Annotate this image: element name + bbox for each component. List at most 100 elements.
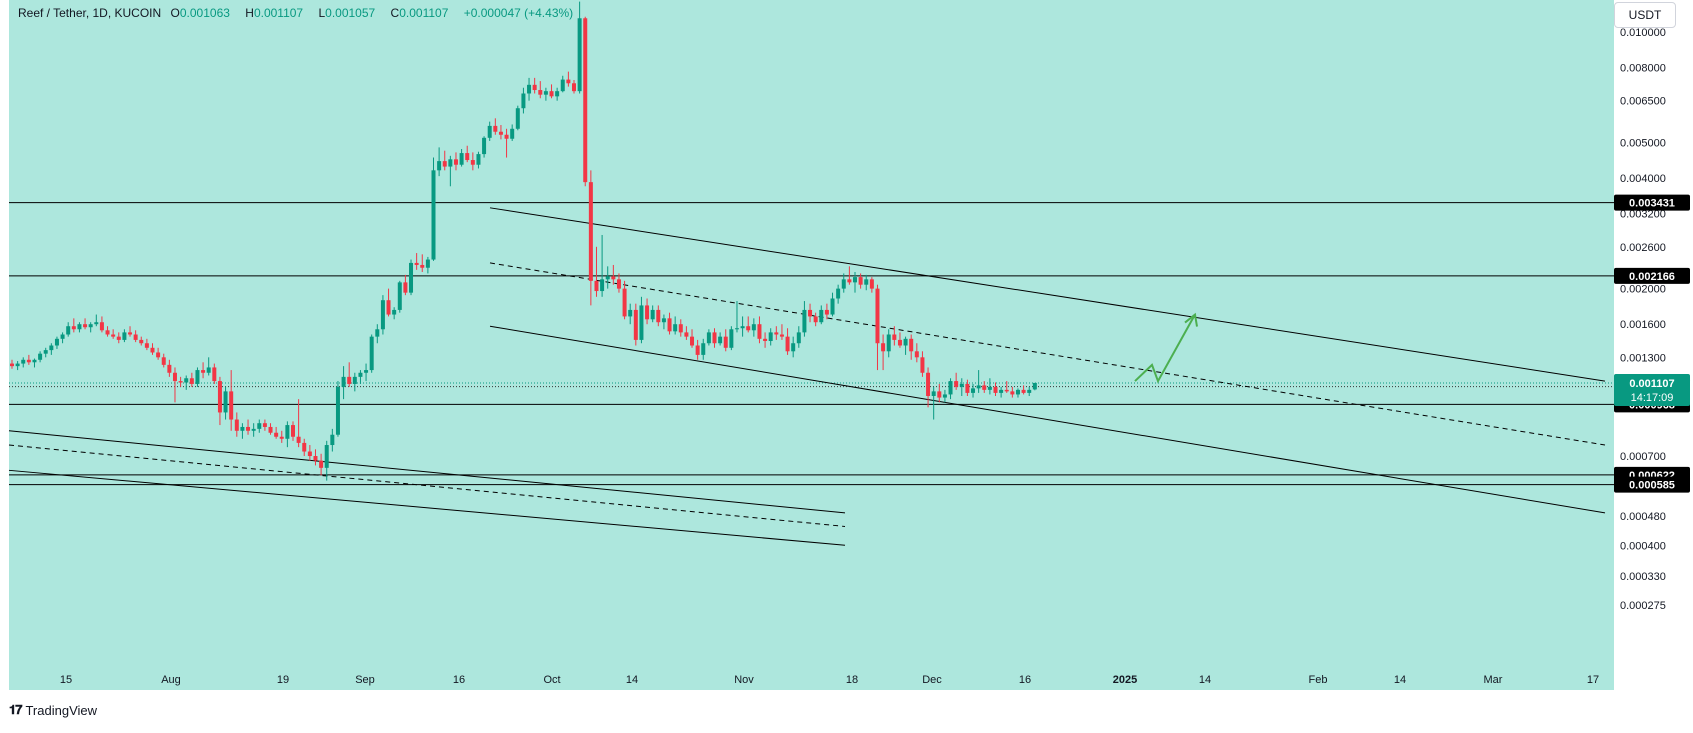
candle-body [538, 90, 543, 95]
price-tick-label: 0.006500 [1620, 96, 1666, 108]
candle-body [437, 161, 442, 171]
candle-body [830, 298, 835, 315]
candle-body [453, 159, 458, 165]
candle-body [487, 125, 492, 138]
projection-arrowhead [1184, 312, 1198, 327]
currency-button[interactable]: USDT [1614, 2, 1676, 28]
candle-body [566, 79, 571, 84]
projection-arrow [1134, 312, 1198, 384]
candle-body [768, 332, 773, 342]
candle-body [420, 264, 425, 268]
candle-body [403, 282, 408, 293]
candle-body [779, 334, 784, 337]
candle-body [32, 359, 37, 363]
candle-body [262, 423, 267, 427]
level-badge: 0.000585 [1629, 480, 1675, 492]
candle-body [510, 128, 515, 139]
candle-body [10, 363, 14, 367]
candle-body [656, 309, 661, 323]
candle-body [948, 381, 953, 395]
candle-body [128, 332, 133, 335]
candle-body [330, 434, 335, 446]
candle-body [987, 386, 992, 390]
candle-body [796, 332, 801, 344]
old-channel-upper-line [8, 430, 846, 514]
candle-body [99, 322, 104, 331]
level-badge-bg [1614, 476, 1690, 493]
time-axis[interactable]: 15 Aug 19 Sep 16 Oct 14 Nov 18 Dec 16 2025 14 Feb 14 Ma… [60, 674, 1599, 686]
symbol-legend: Reef / Tether, 1D, KUCOIN O0.001063 H0.0… [18, 6, 579, 20]
candle-body [341, 376, 346, 387]
candle-body [628, 309, 633, 317]
candle-body [195, 370, 200, 384]
time-tick-label: 14 [626, 674, 638, 686]
candle-body [386, 300, 391, 315]
candle-body [448, 159, 453, 167]
candle-body [307, 451, 312, 457]
candle-body [993, 386, 998, 393]
tradingview-brand[interactable]: 𝟏𝟕 TradingView [9, 702, 97, 718]
candle-body [60, 334, 65, 339]
level-badge: 0.003431 [1629, 198, 1675, 210]
candle-body [369, 336, 374, 371]
candle-body [352, 376, 357, 384]
candle-body [959, 383, 964, 387]
candle-body [364, 370, 369, 373]
candle-body [572, 83, 576, 92]
channel-lower-line [489, 325, 1606, 514]
candle-body [493, 125, 498, 132]
candle-body [718, 336, 723, 344]
candle-body [555, 91, 560, 97]
time-tick-label: 19 [277, 674, 289, 686]
candle-body [347, 376, 352, 384]
candle-body [543, 91, 548, 95]
candle-body [234, 419, 239, 431]
candle-body [611, 276, 616, 280]
candle-body [690, 336, 695, 346]
candle-body [645, 305, 650, 320]
candle-body [77, 324, 82, 330]
candle-body [740, 326, 745, 329]
candle-body [650, 309, 655, 320]
candle-body [1021, 389, 1026, 393]
time-tick-label: Nov [734, 674, 754, 686]
candle-body [296, 436, 301, 443]
candle-body [661, 318, 666, 323]
price-tick-label: 0.010000 [1620, 27, 1666, 39]
candles [10, 1, 1037, 481]
candle-body [358, 372, 363, 377]
price-tick-label: 0.000400 [1620, 540, 1666, 552]
candle-body [1010, 391, 1015, 395]
candle-body [667, 318, 672, 332]
candle-body [122, 332, 127, 340]
candle-body [965, 383, 970, 393]
candle-body [864, 279, 869, 285]
time-tick-label: Mar [1484, 674, 1503, 686]
candle-body [189, 378, 194, 384]
candle-body [903, 338, 908, 346]
candle-body [577, 18, 582, 92]
candle-body [757, 324, 762, 339]
candle-body [476, 154, 481, 165]
candle-body [605, 276, 610, 280]
candle-body [600, 279, 605, 292]
candle-body [622, 288, 627, 317]
trend-lines [8, 202, 1614, 546]
candle-body [498, 131, 503, 135]
candle-body [71, 326, 76, 330]
ohlc-low: L0.001057 [318, 6, 376, 20]
price-tick-label: 0.000480 [1620, 511, 1666, 523]
candle-body [684, 332, 689, 337]
plot-background [9, 0, 1614, 690]
candle-body [246, 426, 251, 431]
price-axis[interactable]: 0.010000 0.008000 0.006500 0.005000 0.004000… [1614, 27, 1690, 612]
candle-body [66, 326, 71, 335]
candle-body [920, 357, 925, 373]
candle-body [706, 332, 711, 344]
candle-body [1027, 389, 1032, 393]
candle-body [212, 367, 217, 382]
candle-body [150, 347, 155, 353]
candle-body [21, 359, 26, 364]
